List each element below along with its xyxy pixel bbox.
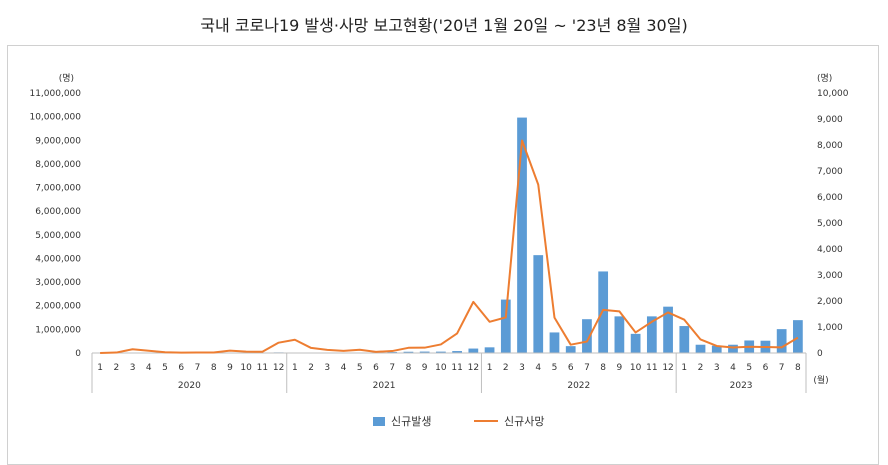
- month-tick-label: 4: [146, 363, 152, 373]
- year-label: 2022: [567, 381, 590, 391]
- month-tick-label: 10: [435, 363, 447, 373]
- month-tick-label: 1: [292, 363, 298, 373]
- right-axis-tick-label: 2,000: [817, 297, 843, 307]
- month-tick-label: 9: [617, 363, 623, 373]
- bar-new-cases: [485, 347, 495, 353]
- combo-chart: 0 1,000,000 2,000,000 3,000,000 4,000,000 5,0…: [0, 0, 888, 453]
- bar-new-cases: [777, 329, 787, 353]
- right-axis-unit: (명): [817, 73, 832, 84]
- month-tick-label: 11: [646, 363, 657, 373]
- left-axis-tick-label: 9,000,000: [35, 136, 81, 146]
- legend-label-new-cases: 신규발생: [391, 413, 431, 429]
- right-axis-tick-label: 7,000: [817, 167, 843, 177]
- year-label: 2023: [730, 381, 753, 391]
- year-label: 2020: [178, 381, 201, 391]
- month-tick-label: 7: [584, 363, 590, 373]
- legend-swatch-bar: [373, 417, 385, 426]
- bar-new-cases: [550, 332, 560, 353]
- month-tick-label: 5: [552, 363, 558, 373]
- month-tick-label: 6: [763, 363, 769, 373]
- month-tick-label: 8: [600, 363, 606, 373]
- month-tick-label: 3: [324, 363, 330, 373]
- left-axis-tick-label: 4,000,000: [35, 254, 81, 264]
- bar-new-cases: [679, 326, 689, 353]
- month-tick-label: 2: [698, 363, 704, 373]
- left-axis-tick-label: 5,000,000: [35, 231, 81, 241]
- left-axis-tick-label: 10,000,000: [29, 113, 81, 123]
- right-axis-tick-label: 3,000: [817, 271, 843, 281]
- legend: 신규발생 신규사망: [0, 413, 888, 429]
- bar-new-cases: [533, 255, 543, 353]
- legend-item-new-deaths[interactable]: 신규사망: [474, 413, 544, 429]
- left-axis-tick-label: 1,000,000: [35, 325, 81, 335]
- bar-new-cases: [793, 320, 803, 353]
- right-axis-tick-label: 5,000: [817, 219, 843, 229]
- month-tick-label: 12: [273, 363, 284, 373]
- month-tick-label: 1: [97, 363, 103, 373]
- month-tick-label: 8: [406, 363, 412, 373]
- month-tick-label: 1: [681, 363, 687, 373]
- left-axis-tick-label: 6,000,000: [35, 207, 81, 217]
- month-tick-label: 11: [451, 363, 462, 373]
- month-tick-label: 7: [195, 363, 201, 373]
- left-axis-tick-label: 11,000,000: [29, 89, 81, 99]
- month-tick-label: 10: [630, 363, 642, 373]
- left-axis-tick-label: 0: [75, 349, 81, 359]
- x-axis-unit: (월): [813, 374, 828, 386]
- month-tick-label: 8: [795, 363, 801, 373]
- month-tick-label: 12: [468, 363, 479, 373]
- right-axis-tick-label: 4,000: [817, 245, 843, 255]
- left-axis-unit: (명): [59, 73, 74, 84]
- month-tick-label: 2: [503, 363, 509, 373]
- bar-new-cases: [566, 346, 576, 353]
- month-tick-label: 3: [130, 363, 136, 373]
- month-tick-label: 9: [422, 363, 428, 373]
- month-tick-label: 3: [714, 363, 720, 373]
- bar-new-cases: [631, 334, 641, 353]
- left-axis-tick-label: 7,000,000: [35, 184, 81, 194]
- right-axis-tick-label: 1,000: [817, 323, 843, 333]
- month-tick-label: 11: [257, 363, 268, 373]
- bar-new-cases: [598, 271, 608, 353]
- right-axis-tick-label: 6,000: [817, 193, 843, 203]
- month-tick-label: 7: [779, 363, 785, 373]
- month-tick-label: 9: [227, 363, 233, 373]
- left-axis-tick-label: 2,000,000: [35, 302, 81, 312]
- bar-new-cases: [696, 345, 706, 353]
- month-tick-label: 2: [113, 363, 119, 373]
- bar-new-cases: [517, 118, 527, 353]
- right-axis-tick-label: 9,000: [817, 115, 843, 125]
- month-tick-label: 10: [240, 363, 252, 373]
- bar-new-cases: [468, 349, 478, 353]
- month-tick-label: 5: [746, 363, 752, 373]
- legend-label-new-deaths: 신규사망: [504, 413, 544, 429]
- bar-new-cases: [615, 316, 625, 353]
- month-tick-label: 5: [357, 363, 363, 373]
- right-axis-tick-label: 0: [817, 349, 823, 359]
- month-tick-label: 4: [730, 363, 736, 373]
- month-tick-label: 2: [308, 363, 314, 373]
- month-tick-label: 1: [487, 363, 493, 373]
- bar-new-cases: [728, 345, 738, 353]
- line-new-deaths: [100, 141, 798, 353]
- legend-swatch-line: [474, 420, 498, 422]
- month-tick-label: 12: [662, 363, 673, 373]
- month-tick-label: 6: [568, 363, 574, 373]
- right-axis-tick-label: 8,000: [817, 141, 843, 151]
- legend-item-new-cases[interactable]: 신규발생: [373, 413, 431, 429]
- month-tick-label: 6: [178, 363, 184, 373]
- month-tick-label: 3: [519, 363, 525, 373]
- left-axis-tick-label: 8,000,000: [35, 160, 81, 170]
- month-tick-label: 8: [211, 363, 217, 373]
- year-label: 2021: [373, 381, 396, 391]
- month-tick-label: 5: [162, 363, 168, 373]
- month-tick-label: 7: [389, 363, 395, 373]
- month-tick-label: 4: [341, 363, 347, 373]
- month-tick-label: 6: [373, 363, 379, 373]
- right-axis-tick-label: 10,000: [817, 89, 849, 99]
- month-tick-label: 4: [535, 363, 541, 373]
- left-axis-tick-label: 3,000,000: [35, 278, 81, 288]
